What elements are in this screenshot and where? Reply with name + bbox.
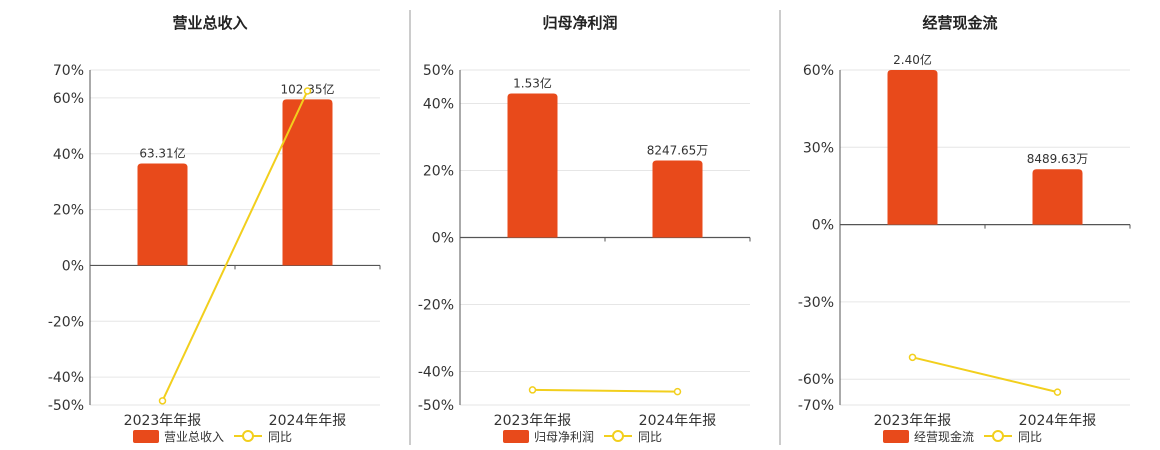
category-label: 2023年年报 bbox=[124, 413, 202, 429]
legend-line-label: 同比 bbox=[268, 430, 292, 444]
y-tick-label: 20% bbox=[423, 164, 454, 180]
bar bbox=[887, 70, 938, 225]
legend-bar-label: 归母净利润 bbox=[534, 430, 594, 444]
y-tick-label: -70% bbox=[798, 398, 834, 414]
y-tick-label: -20% bbox=[48, 314, 84, 330]
y-tick-label: 30% bbox=[803, 140, 834, 156]
bar bbox=[282, 99, 333, 266]
category-label: 2024年年报 bbox=[639, 413, 717, 429]
category-label: 2023年年报 bbox=[494, 413, 572, 429]
y-tick-label: 60% bbox=[53, 91, 84, 107]
yoy-point bbox=[908, 353, 917, 362]
bar bbox=[137, 163, 188, 266]
chart-title: 营业总收入 bbox=[172, 14, 247, 32]
chart-title: 归母净利润 bbox=[542, 14, 617, 32]
y-tick-label: -20% bbox=[418, 298, 454, 314]
category-label: 2023年年报 bbox=[874, 413, 952, 429]
y-tick-label: 70% bbox=[53, 63, 84, 79]
legend-bar-swatch bbox=[883, 430, 909, 443]
y-tick-label: -60% bbox=[798, 372, 834, 388]
bar bbox=[652, 160, 703, 238]
yoy-point bbox=[528, 386, 537, 394]
legend-bar-label: 经营现金流 bbox=[914, 429, 974, 444]
bar bbox=[507, 93, 558, 238]
bar bbox=[1032, 169, 1083, 225]
yoy-point bbox=[673, 387, 682, 396]
y-tick-label: 20% bbox=[53, 203, 84, 219]
bar-value-label: 8489.63万 bbox=[1027, 152, 1089, 166]
y-tick-label: 0% bbox=[812, 218, 834, 234]
y-tick-label: -50% bbox=[418, 398, 454, 414]
y-tick-label: 40% bbox=[423, 97, 454, 113]
y-tick-label: 0% bbox=[432, 231, 454, 247]
y-tick-label: -50% bbox=[48, 398, 84, 414]
category-label: 2024年年报 bbox=[269, 413, 347, 429]
legend-bar-swatch bbox=[133, 430, 159, 443]
y-tick-label: 50% bbox=[423, 63, 454, 79]
legend-bar-label: 营业总收入 bbox=[164, 430, 224, 444]
yoy-point bbox=[303, 87, 312, 95]
category-label: 2024年年报 bbox=[1019, 413, 1097, 429]
legend-line-label: 同比 bbox=[638, 430, 662, 444]
y-tick-label: 60% bbox=[803, 63, 834, 79]
yoy-line bbox=[912, 356, 1058, 394]
yoy-line bbox=[161, 90, 309, 402]
y-tick-label: -40% bbox=[48, 370, 84, 386]
legend-line-marker bbox=[242, 430, 254, 442]
yoy-line bbox=[532, 388, 678, 393]
legend-line-marker bbox=[992, 430, 1004, 442]
bar-value-label: 63.31亿 bbox=[139, 146, 185, 161]
bar-value-label: 1.53亿 bbox=[513, 75, 552, 90]
yoy-point bbox=[158, 397, 167, 405]
bar-value-label: 2.40亿 bbox=[893, 52, 932, 67]
bar-value-label: 8247.65万 bbox=[647, 143, 709, 157]
chart-title: 经营现金流 bbox=[922, 14, 997, 32]
legend-line-marker bbox=[612, 430, 624, 442]
yoy-point bbox=[1053, 388, 1062, 396]
y-tick-label: -30% bbox=[798, 295, 834, 311]
legend-line-label: 同比 bbox=[1018, 430, 1042, 444]
y-tick-label: 40% bbox=[53, 147, 84, 163]
legend-bar-swatch bbox=[503, 430, 529, 443]
y-tick-label: 0% bbox=[62, 258, 84, 274]
y-tick-label: -40% bbox=[418, 365, 454, 381]
